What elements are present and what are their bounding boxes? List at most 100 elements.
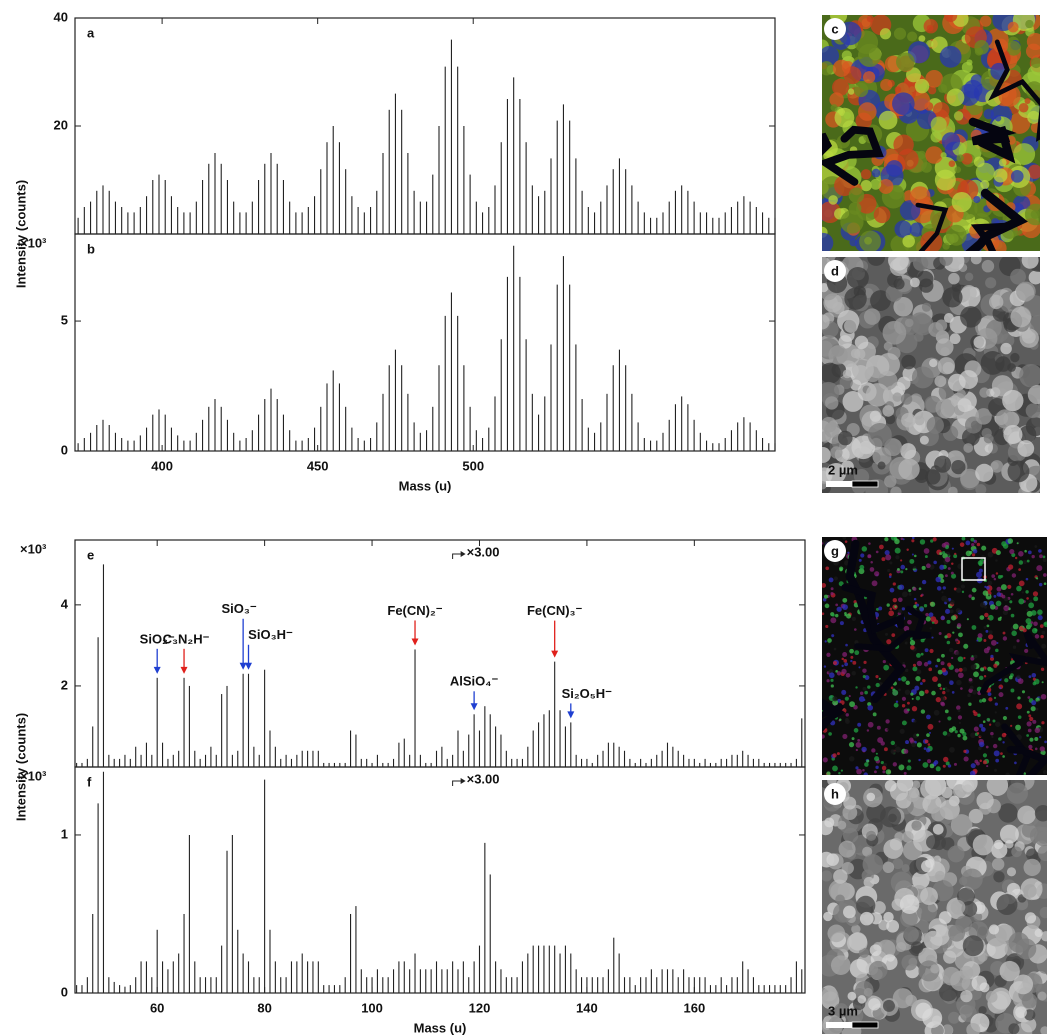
image-texture: [1027, 696, 1031, 699]
image-texture: [930, 616, 937, 622]
image-texture: [869, 944, 882, 957]
image-texture: [929, 358, 938, 368]
image-texture: [1027, 164, 1040, 179]
image-texture: [872, 712, 877, 717]
image-texture: [971, 587, 977, 593]
image-texture: [925, 616, 931, 622]
image-texture: [916, 742, 922, 748]
image-texture: [935, 398, 956, 419]
image-texture: [1015, 1006, 1027, 1019]
image-texture: [958, 667, 963, 672]
image-texture: [939, 696, 946, 702]
x-axis-label: Mass (u): [399, 478, 452, 493]
image-texture: [932, 537, 937, 542]
image-texture: [1006, 40, 1021, 56]
image-texture: [1042, 555, 1046, 559]
image-texture: [1013, 974, 1034, 995]
image-texture: [842, 597, 848, 603]
image-texture: [862, 675, 866, 679]
y-multiplier: ×10³: [20, 541, 47, 556]
image-texture: [890, 537, 897, 541]
image-texture: [902, 831, 914, 843]
image-texture: [982, 720, 986, 724]
image-texture: [916, 652, 921, 658]
image-texture: [990, 731, 994, 736]
x-tick-label: 80: [257, 1000, 271, 1015]
x-tick-label: 500: [462, 458, 484, 473]
image-texture: [985, 277, 997, 289]
image-texture: [1019, 363, 1040, 388]
image-texture: [947, 1011, 961, 1024]
image-texture: [928, 322, 944, 338]
image-texture: [959, 728, 965, 734]
image-texture: [883, 911, 894, 923]
image-texture: [1027, 622, 1033, 628]
image-texture: [910, 645, 915, 650]
image-texture: [835, 894, 845, 905]
image-texture: [856, 895, 876, 916]
image-texture: [909, 277, 920, 288]
image-texture: [880, 806, 902, 828]
y-tick-label: 1: [61, 826, 68, 841]
image-texture: [912, 663, 917, 667]
image-texture: [1028, 744, 1033, 749]
image-texture: [847, 991, 857, 1001]
image-texture: [926, 416, 944, 435]
image-texture: [901, 676, 907, 682]
image-texture: [935, 338, 954, 357]
image-texture: [995, 648, 999, 653]
image-texture: [889, 607, 893, 611]
image-texture: [993, 594, 997, 598]
image-texture: [895, 52, 915, 72]
image-texture: [933, 560, 937, 565]
image-texture: [974, 40, 989, 55]
image-texture: [950, 899, 966, 915]
image-texture: [886, 728, 889, 731]
x-tick-label: 160: [683, 1000, 705, 1015]
image-texture: [920, 887, 938, 906]
panel-label-badge: [824, 783, 846, 805]
image-texture: [981, 259, 995, 273]
image-texture: [901, 864, 910, 873]
image-texture: [995, 721, 1001, 727]
image-texture: [1000, 342, 1012, 355]
image-texture: [972, 710, 976, 714]
image-texture: [946, 88, 965, 107]
image-texture: [924, 689, 929, 694]
image-texture: [962, 935, 984, 957]
image-texture: [1029, 599, 1033, 603]
y-tick-label: 2: [61, 677, 68, 692]
plot-frame: [74, 17, 776, 235]
y-tick-label: 20: [54, 117, 68, 132]
image-texture: [1014, 556, 1018, 560]
image-texture: [912, 257, 929, 271]
image-texture: [1003, 596, 1009, 602]
scale-bar-black: [851, 480, 879, 488]
image-crack: [970, 222, 1010, 251]
image-texture: [828, 195, 838, 205]
annotation-label: SiO₂⁻: [140, 631, 175, 646]
image-texture: [882, 999, 895, 1012]
image-texture: [973, 671, 979, 678]
y-tick-label: 0: [61, 984, 68, 999]
image-texture: [911, 366, 934, 389]
image-texture: [830, 955, 851, 976]
image-texture: [999, 960, 1020, 982]
image-texture: [825, 396, 839, 410]
image-texture: [1021, 993, 1038, 1009]
image-texture: [993, 663, 998, 668]
image-texture: [1024, 912, 1037, 924]
image-texture: [950, 571, 954, 575]
image-texture: [937, 669, 943, 675]
image-texture: [1036, 577, 1039, 580]
image-texture: [906, 765, 912, 771]
image-texture: [961, 590, 965, 594]
image-texture: [975, 463, 994, 482]
image-texture: [960, 152, 973, 165]
image-texture: [1027, 728, 1032, 733]
image-texture: [955, 587, 962, 593]
image-texture: [961, 285, 977, 301]
image-texture: [986, 765, 989, 768]
image-texture: [863, 772, 868, 775]
image-texture: [1035, 707, 1039, 711]
